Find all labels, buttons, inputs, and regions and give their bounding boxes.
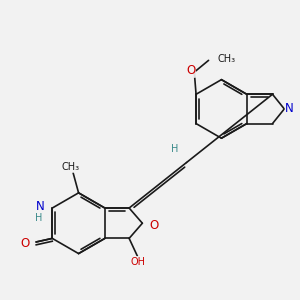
- Text: O: O: [20, 237, 30, 250]
- Text: CH₃: CH₃: [62, 162, 80, 172]
- Text: CH₃: CH₃: [218, 54, 236, 64]
- Text: H: H: [35, 213, 42, 223]
- Text: OH: OH: [131, 256, 146, 267]
- Text: H: H: [172, 144, 179, 154]
- Text: O: O: [186, 64, 195, 77]
- Text: N: N: [36, 200, 44, 213]
- Text: N: N: [285, 102, 294, 116]
- Text: O: O: [149, 218, 159, 232]
